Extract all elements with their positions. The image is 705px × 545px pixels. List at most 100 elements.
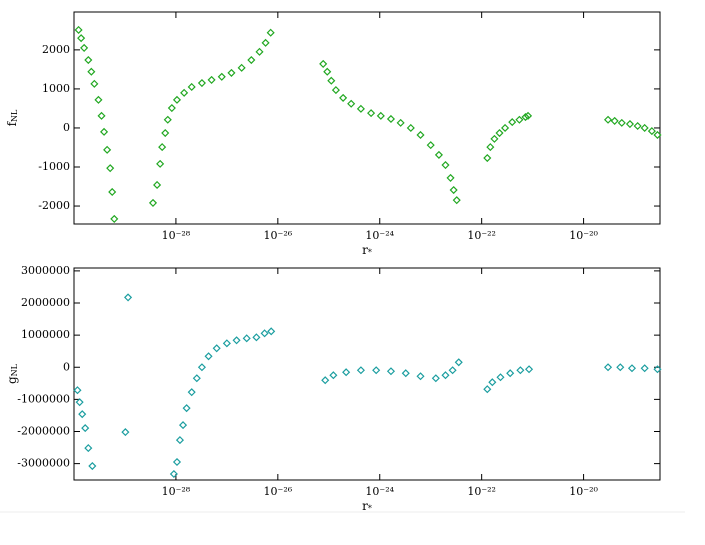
point bbox=[356, 366, 365, 375]
point bbox=[386, 367, 396, 376]
point bbox=[401, 369, 410, 378]
y-tick-label: -3000000 bbox=[17, 457, 70, 470]
point bbox=[222, 339, 231, 348]
x-tick-label: 10⁻²² bbox=[467, 485, 496, 498]
point bbox=[197, 363, 206, 372]
point bbox=[156, 159, 165, 168]
point bbox=[506, 369, 515, 378]
point bbox=[121, 428, 130, 437]
point bbox=[103, 145, 112, 154]
point bbox=[178, 421, 188, 430]
point bbox=[523, 111, 533, 120]
point bbox=[501, 123, 510, 133]
point bbox=[331, 86, 340, 95]
point bbox=[232, 336, 241, 345]
point bbox=[431, 374, 440, 383]
point bbox=[172, 95, 182, 104]
point bbox=[416, 130, 425, 140]
point bbox=[242, 334, 251, 343]
point bbox=[267, 327, 276, 336]
point bbox=[88, 461, 97, 471]
point bbox=[227, 68, 236, 77]
point bbox=[207, 75, 216, 84]
point bbox=[347, 99, 356, 108]
x-tick-label: 10⁻²⁰ bbox=[569, 229, 598, 242]
point bbox=[525, 365, 534, 374]
x-axis-label-main: r bbox=[362, 243, 368, 257]
point bbox=[84, 55, 93, 65]
point bbox=[106, 164, 115, 173]
point bbox=[434, 150, 443, 159]
point bbox=[163, 115, 172, 124]
point bbox=[653, 130, 662, 140]
y-axis-label-main: g bbox=[5, 376, 19, 384]
point bbox=[625, 120, 635, 129]
point bbox=[182, 404, 191, 413]
point bbox=[77, 34, 86, 43]
y-axis-label-main: f bbox=[5, 120, 19, 126]
point bbox=[617, 118, 626, 127]
point bbox=[640, 364, 649, 373]
y-tick-label: 0 bbox=[63, 360, 70, 373]
point bbox=[486, 143, 495, 152]
point bbox=[515, 115, 524, 124]
point bbox=[252, 333, 261, 342]
point bbox=[516, 366, 525, 375]
point bbox=[80, 43, 89, 52]
x-tick-label: 10⁻²⁰ bbox=[569, 485, 598, 498]
point bbox=[197, 79, 206, 88]
point bbox=[627, 364, 637, 373]
point bbox=[441, 371, 450, 380]
point bbox=[483, 153, 492, 163]
y-tick-label: -1000000 bbox=[17, 392, 70, 405]
point bbox=[217, 72, 226, 81]
point bbox=[454, 358, 463, 367]
point bbox=[521, 112, 530, 122]
y-axis-label-sub: NL bbox=[10, 109, 19, 122]
point bbox=[441, 160, 450, 170]
point bbox=[329, 371, 338, 380]
point bbox=[87, 67, 96, 76]
point bbox=[396, 118, 405, 127]
point bbox=[483, 385, 492, 394]
point bbox=[490, 134, 499, 143]
point bbox=[653, 365, 662, 374]
point bbox=[327, 76, 336, 85]
point bbox=[376, 111, 385, 120]
y-axis-label: gNL bbox=[5, 363, 20, 384]
point bbox=[610, 116, 619, 125]
point bbox=[603, 363, 613, 372]
point bbox=[78, 410, 87, 419]
point bbox=[94, 95, 103, 104]
point bbox=[321, 376, 330, 385]
point bbox=[108, 187, 117, 197]
point bbox=[367, 109, 376, 118]
y-tick-label: 1000000 bbox=[21, 328, 70, 341]
x-axis-label-sub: * bbox=[368, 248, 372, 257]
point bbox=[97, 111, 106, 120]
point bbox=[204, 352, 213, 361]
point bbox=[161, 128, 170, 138]
point bbox=[495, 128, 504, 138]
point bbox=[356, 104, 365, 113]
x-tick-label: 10⁻²⁶ bbox=[264, 229, 293, 242]
point bbox=[169, 469, 178, 479]
point bbox=[237, 63, 246, 72]
point bbox=[212, 344, 221, 353]
point bbox=[167, 103, 176, 113]
point bbox=[319, 59, 328, 68]
plot-frame bbox=[73, 11, 661, 225]
point bbox=[640, 123, 649, 133]
x-tick-label: 10⁻²⁶ bbox=[264, 485, 293, 498]
y-tick-label: -1000 bbox=[38, 160, 70, 173]
point bbox=[452, 196, 461, 205]
point bbox=[260, 329, 269, 338]
point bbox=[416, 372, 425, 381]
x-tick-label: 10⁻²⁸ bbox=[162, 229, 191, 242]
x-axis-label: r* bbox=[362, 499, 372, 514]
y-tick-label: -2000 bbox=[38, 199, 70, 212]
point bbox=[426, 141, 435, 150]
point bbox=[449, 185, 458, 195]
point bbox=[74, 25, 83, 35]
